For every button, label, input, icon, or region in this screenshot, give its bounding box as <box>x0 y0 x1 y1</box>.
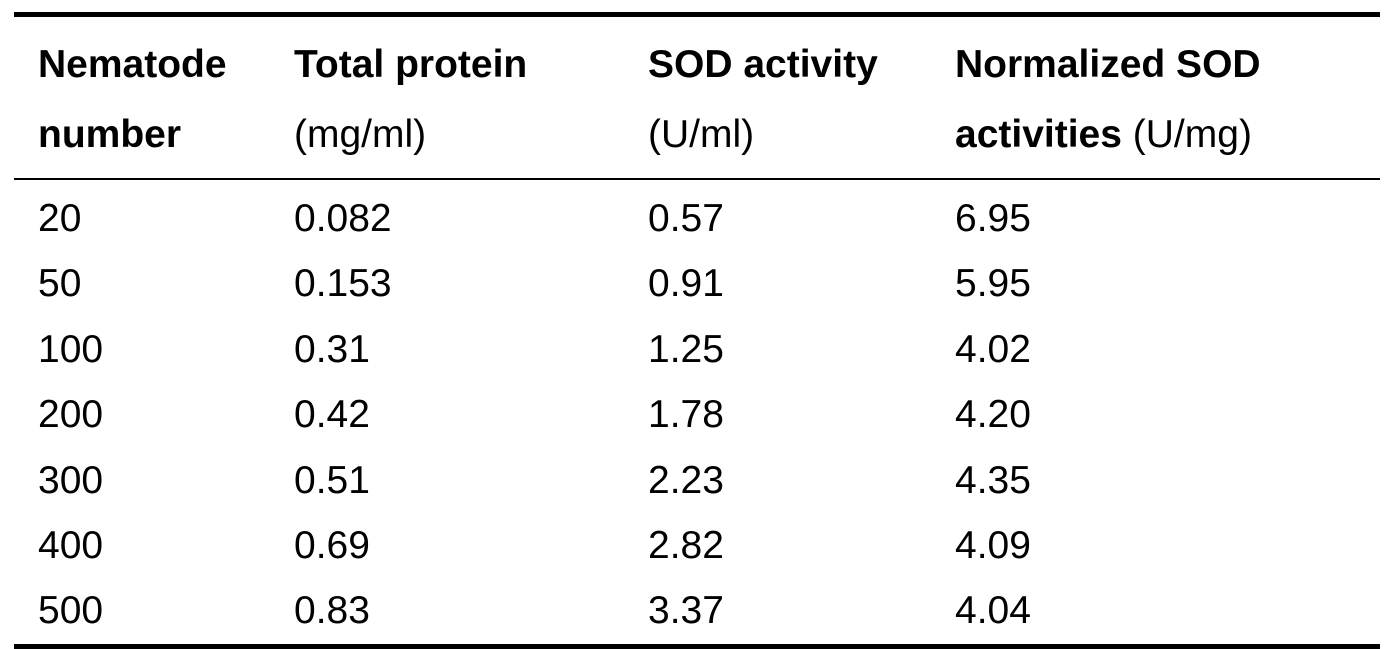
cell-nematode-number: 400 <box>38 524 104 568</box>
table-row: 20 0.082 0.57 6.95 <box>14 186 1380 251</box>
header-line2: number <box>38 113 182 156</box>
cell-total-protein: 0.082 <box>294 197 392 240</box>
header-line1: Normalized SOD <box>955 43 1261 86</box>
table-header: Nematode number Total protein (mg/ml) SO… <box>14 30 1380 170</box>
header-sod-activity: SOD activity (U/ml) <box>624 30 931 170</box>
header-nematode-number: Nematode number <box>14 30 270 170</box>
header-line1: Nematode <box>38 43 227 86</box>
header-line2: activities (U/mg) <box>955 113 1252 156</box>
cell-normalized-sod: 4.20 <box>955 393 1031 437</box>
table-row: 400 0.69 2.82 4.09 <box>14 513 1380 578</box>
cell-total-protein: 0.83 <box>294 589 370 633</box>
cell-nematode-number: 300 <box>38 458 104 502</box>
cell-nematode-number: 200 <box>38 393 104 437</box>
cell-normalized-sod: 4.04 <box>955 589 1031 633</box>
cell-nematode-number: 100 <box>38 327 104 371</box>
cell-total-protein: 0.31 <box>294 327 370 371</box>
cell-total-protein: 0.153 <box>294 262 392 306</box>
table-body: 20 0.082 0.57 6.95 50 0.153 0.91 5.95 100 0.31 1.2… <box>14 186 1380 644</box>
cell-total-protein: 0.51 <box>294 458 370 502</box>
table-row: 200 0.42 1.78 4.20 <box>14 382 1380 447</box>
cell-total-protein: 0.42 <box>294 393 370 437</box>
cell-sod-activity: 0.91 <box>648 262 724 306</box>
sod-activity-table: Nematode number Total protein (mg/ml) SO… <box>14 12 1380 649</box>
cell-nematode-number: 50 <box>38 262 82 306</box>
header-line1: SOD activity <box>648 43 878 86</box>
table-top-rule <box>14 12 1380 17</box>
cell-sod-activity: 2.23 <box>648 458 724 502</box>
cell-normalized-sod: 4.35 <box>955 458 1031 502</box>
header-total-protein: Total protein (mg/ml) <box>270 30 624 170</box>
cell-sod-activity: 2.82 <box>648 524 724 568</box>
header-normalized-sod: Normalized SOD activities (U/mg) <box>931 30 1380 170</box>
cell-normalized-sod: 5.95 <box>955 262 1031 306</box>
header-line2: (U/ml) <box>648 113 755 156</box>
cell-normalized-sod: 4.02 <box>955 327 1031 371</box>
header-line2: (mg/ml) <box>294 113 427 156</box>
table-bottom-rule <box>14 643 1380 649</box>
cell-nematode-number: 500 <box>38 589 104 633</box>
table-row: 300 0.51 2.23 4.35 <box>14 448 1380 513</box>
cell-normalized-sod: 6.95 <box>955 197 1031 240</box>
cell-sod-activity: 0.57 <box>648 197 724 240</box>
cell-nematode-number: 20 <box>38 197 82 240</box>
cell-sod-activity: 3.37 <box>648 589 724 633</box>
header-row: Nematode number Total protein (mg/ml) SO… <box>14 30 1380 170</box>
header-line1: Total protein <box>294 43 528 86</box>
cell-total-protein: 0.69 <box>294 524 370 568</box>
table-row: 50 0.153 0.91 5.95 <box>14 251 1380 316</box>
cell-sod-activity: 1.25 <box>648 327 724 371</box>
table-row: 500 0.83 3.37 4.04 <box>14 578 1380 643</box>
cell-sod-activity: 1.78 <box>648 393 724 437</box>
table-header-rule <box>14 178 1380 180</box>
table-row: 100 0.31 1.25 4.02 <box>14 317 1380 382</box>
cell-normalized-sod: 4.09 <box>955 524 1031 568</box>
